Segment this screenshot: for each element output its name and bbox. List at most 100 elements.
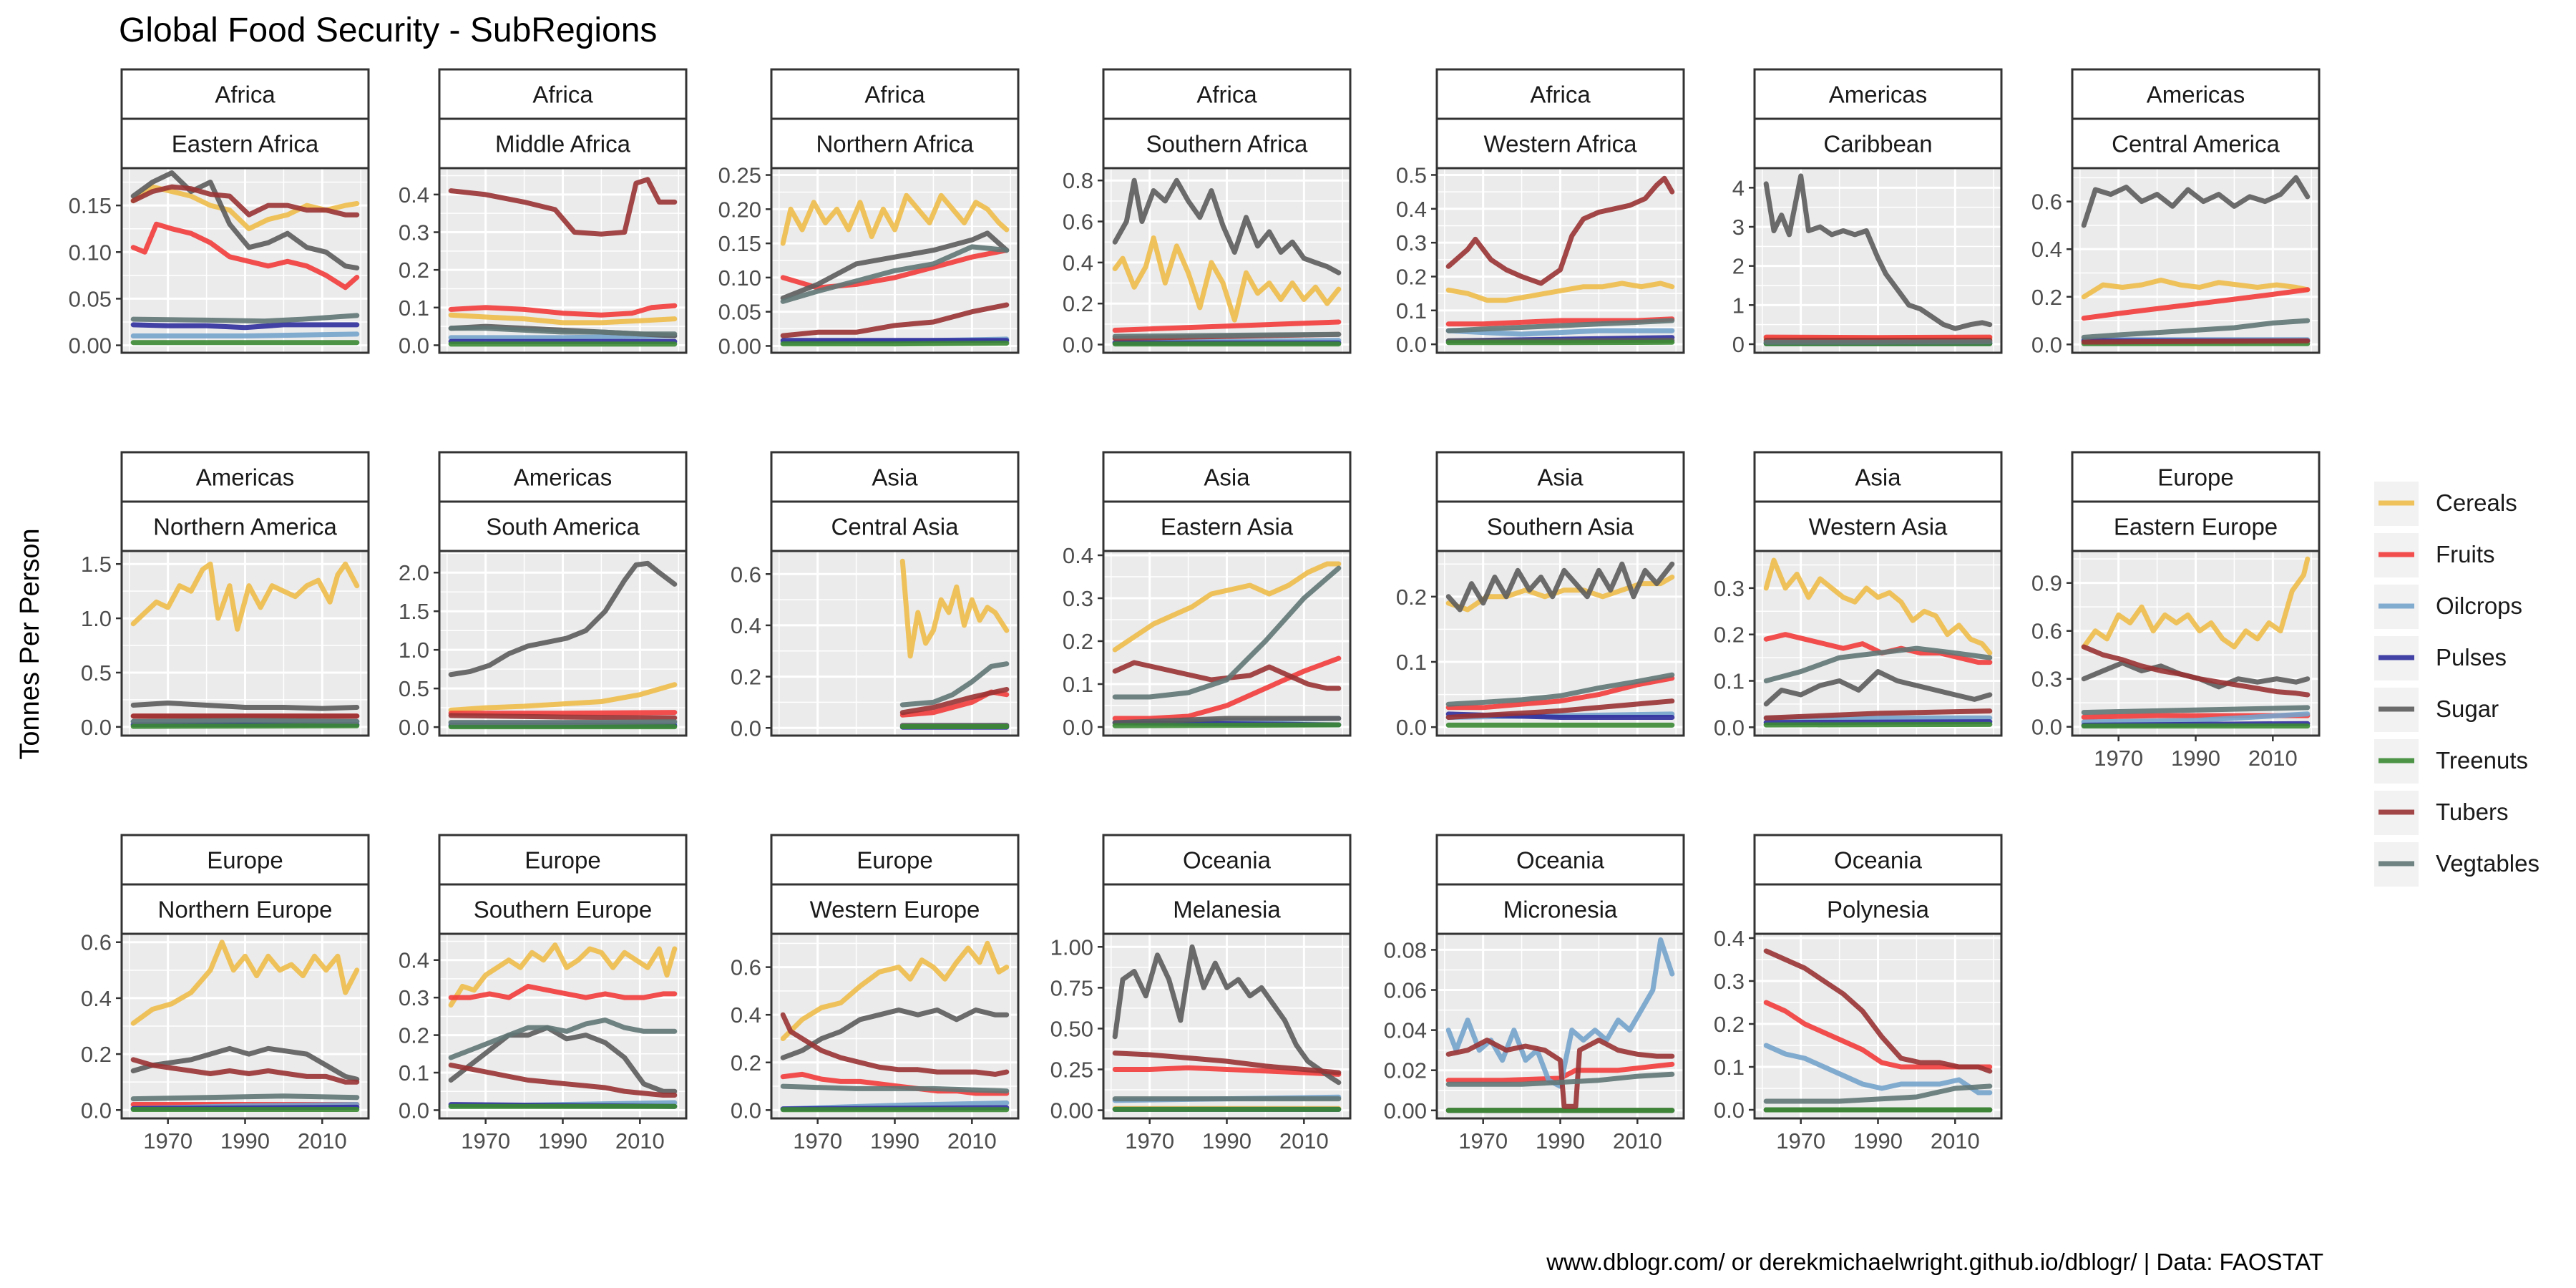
series-line-sugar — [780, 1008, 1010, 1060]
facet-strip — [120, 834, 370, 886]
facet-strip-label: Northern Africa — [816, 131, 974, 157]
panel: Europe Northern Europe 0.0 0.2 0.4 0.6 1970 199… — [81, 834, 370, 1153]
series-line-tubers — [1763, 948, 1993, 1074]
panel: Europe Eastern Europe 0.0 0.3 0.6 0.9 1970 1990… — [2031, 451, 2321, 771]
panel-border — [1102, 932, 1352, 1120]
y-tick-label: 0.50 — [1050, 1016, 1093, 1041]
series-line-cereals — [1112, 561, 1342, 653]
y-tick-label: 0.2 — [731, 1050, 761, 1075]
y-tick-label: 0.0 — [731, 716, 761, 741]
y-tick-label: 0.0 — [399, 715, 429, 740]
facet-strip — [120, 451, 370, 503]
series-line-vegtables — [1445, 1071, 1675, 1087]
y-tick-label: 0.4 — [1396, 197, 1427, 222]
caption: www.dblogr.com/ or derekmichaelwright.gi… — [1546, 1249, 2323, 1275]
y-tick-label: 0.9 — [2031, 571, 2062, 596]
facet-strip-label: Southern Europe — [474, 897, 653, 923]
facet-strip-label: Oceania — [1516, 847, 1605, 874]
y-tick-label: 0.2 — [1063, 629, 1093, 654]
y-tick-label: 1.5 — [81, 552, 112, 577]
series-line-tubers — [448, 177, 678, 237]
panel-border — [1102, 550, 1352, 737]
y-tick-label: 0.3 — [1714, 576, 1745, 601]
series-line-tubers — [448, 1063, 678, 1098]
facet-strip — [1102, 834, 1352, 886]
facet-strip-label: Eastern Europe — [2114, 514, 2278, 540]
panel: Oceania Micronesia 0.00 0.02 0.04 0.06 0.08 197… — [1384, 834, 1685, 1153]
facet-strip-label: Eastern Africa — [172, 131, 319, 157]
legend-label: Oilcrops — [2436, 592, 2522, 619]
y-tick-label: 0.0 — [2031, 715, 2062, 740]
facet-strip-label: Western Europe — [810, 897, 980, 923]
panel: Asia Southern Asia 0.0 0.1 0.2 — [1396, 451, 1685, 740]
panel: Asia Central Asia 0.0 0.2 0.4 0.6 — [731, 451, 1020, 741]
y-tick-label: 0.2 — [1714, 1012, 1745, 1037]
facet-strip-label: Africa — [1196, 82, 1257, 108]
series-line-cereals — [130, 561, 360, 632]
y-tick-label: 0.3 — [1063, 586, 1093, 611]
series-line-vegtables — [1112, 331, 1342, 339]
y-tick-label: 0.0 — [1714, 715, 1745, 740]
series-line-cereals — [899, 558, 1010, 659]
facet-strip-label: South America — [486, 514, 640, 540]
panel-border — [438, 167, 688, 354]
y-tick-label: 0.1 — [399, 296, 429, 321]
y-tick-label: 0.2 — [1396, 264, 1427, 289]
facet-strip-label: Southern Asia — [1487, 514, 1634, 540]
panel: Africa Southern Africa 0.0 0.2 0.4 0.6 0.8 — [1063, 68, 1352, 358]
series-line-tubers — [1445, 1038, 1675, 1109]
y-tick-label: 0.0 — [1063, 715, 1093, 740]
x-tick-label: 2010 — [1613, 1128, 1662, 1153]
x-tick-label: 1970 — [793, 1128, 842, 1153]
series-line-cereals — [780, 940, 1010, 1041]
facet-strip — [438, 883, 688, 935]
facet-strip-label: Africa — [215, 82, 275, 108]
panel-border — [1753, 932, 2003, 1120]
series-line-vegtables — [1763, 1083, 1993, 1104]
panel-border — [770, 550, 1020, 737]
facet-strip-label: Europe — [525, 847, 600, 874]
legend-label: Vegtables — [2436, 850, 2540, 877]
panel: Africa Northern Africa 0.00 0.05 0.10 0.15 0.2… — [718, 68, 1020, 358]
y-tick-label: 0.4 — [399, 948, 429, 973]
panel-border — [120, 550, 370, 737]
facet-strip — [438, 68, 688, 120]
x-tick-label: 2010 — [298, 1128, 347, 1153]
x-tick-label: 1970 — [143, 1128, 192, 1153]
y-tick-label: 0.10 — [69, 240, 112, 265]
series-line-cereals — [1763, 557, 1993, 656]
x-tick-label: 1970 — [1125, 1128, 1174, 1153]
y-tick-label: 0.2 — [399, 1023, 429, 1048]
y-tick-label: 0.3 — [1396, 230, 1427, 255]
facet-strip-label: Americas — [196, 464, 295, 491]
series-line-cereals — [1112, 235, 1342, 323]
series-line-fruits — [1112, 655, 1342, 721]
y-tick-label: 0.0 — [2031, 332, 2062, 357]
y-tick-label: 0.0 — [81, 715, 112, 740]
series-line-vegtables — [1445, 672, 1675, 707]
x-tick-label: 1970 — [461, 1128, 510, 1153]
legend-label: Cereals — [2436, 489, 2517, 516]
series-line-vegtables — [780, 244, 1010, 304]
series-line-tubers — [899, 687, 1010, 716]
y-tick-label: 0.6 — [1063, 210, 1093, 235]
facet-strip — [1753, 451, 2003, 503]
series-line-pulses — [130, 322, 360, 331]
y-tick-label: 0.02 — [1384, 1058, 1427, 1083]
y-tick-label: 0.20 — [718, 197, 761, 222]
facet-strip-label: Europe — [857, 847, 932, 874]
y-tick-label: 0.2 — [1714, 623, 1745, 648]
y-tick-label: 0.0 — [399, 1098, 429, 1123]
y-tick-label: 0.25 — [1050, 1058, 1093, 1083]
panel: Oceania Melanesia 0.00 0.25 0.50 0.75 1.00 1970… — [1050, 834, 1352, 1153]
facet-strip-label: Americas — [2147, 82, 2245, 108]
panel-border — [120, 932, 370, 1120]
y-tick-label: 0.2 — [81, 1042, 112, 1067]
y-tick-label: 0.3 — [399, 985, 429, 1010]
facet-strip — [120, 68, 370, 120]
x-tick-label: 2010 — [2248, 746, 2298, 771]
y-tick-label: 0.4 — [1063, 543, 1093, 568]
facet-strip — [1435, 500, 1685, 552]
panel: Europe Western Europe 0.0 0.2 0.4 0.6 1970 1990… — [731, 834, 1020, 1153]
